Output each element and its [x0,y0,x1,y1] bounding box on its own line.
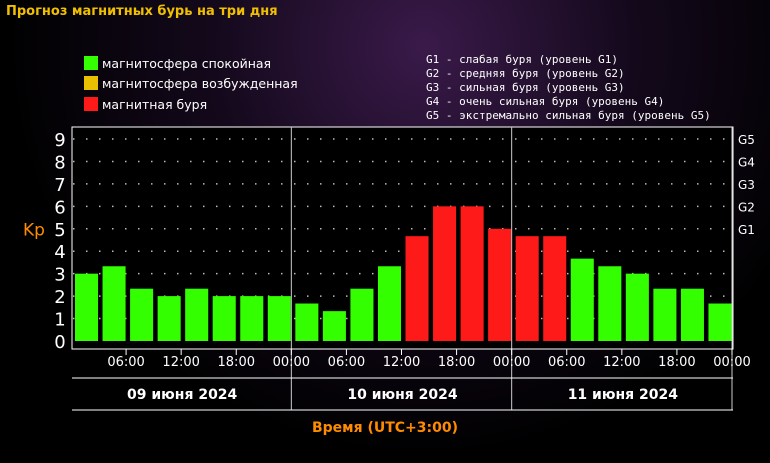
bar [295,303,319,341]
day-label: 09 июня 2024 [127,387,238,403]
legend-unsettled-swatch [84,76,98,90]
time-tick-label: 12:00 [162,355,199,370]
bar [130,288,154,341]
time-tick-label: 06:00 [328,355,365,370]
bar [433,206,457,341]
time-tick-label: 18:00 [658,355,695,370]
time-tick-label: 00:00 [273,355,310,370]
time-tick-label: 18:00 [218,355,255,370]
bar [570,258,594,341]
bar [185,288,209,341]
bar [267,296,291,341]
y-tick-label: 5 [54,220,65,241]
g-tick-label: G3 [738,178,755,192]
bar [350,288,374,341]
time-tick-label: 00:00 [493,355,530,370]
time-tick-label: 12:00 [603,355,640,370]
bar [653,288,677,341]
legend-unsettled-label: магнитосфера возбужденная [102,75,298,91]
bar [157,296,181,341]
bar [212,296,236,341]
g-tick-label: G1 [738,223,755,237]
y-tick-label: 9 [54,130,65,151]
legend-storm-label: магнитная буря [102,96,208,112]
y-axis-label: Kp [23,221,45,241]
x-axis-label: Время (UTC+3:00) [311,420,459,436]
plot-area [71,126,734,350]
g-tick-label: G4 [738,155,755,169]
gscale-g1: G1 - слабая буря (уровень G1) [426,53,619,66]
bar [625,273,649,341]
bar [708,303,732,341]
gscale-g3: G3 - сильная буря (уровень G3) [426,81,625,94]
g-tick-label: G5 [738,133,755,147]
g-tick-label: G2 [738,200,755,214]
bar [240,296,264,341]
bar [680,288,704,341]
legend-storm: магнитная буря [84,96,207,112]
y-tick-label: 7 [54,175,65,196]
day-label: 11 июня 2024 [568,387,679,403]
time-tick-label: 18:00 [438,355,475,370]
bar [515,236,539,341]
bar [543,236,567,341]
chart-title: Прогноз магнитных бурь на три дня [6,4,278,19]
legend-storm-swatch [84,97,98,111]
time-tick-label: 12:00 [383,355,420,370]
y-tick-label: 1 [54,310,65,331]
y-tick-label: 6 [54,197,65,218]
bar [488,228,512,341]
gscale-g4: G4 - очень сильная буря (уровень G4) [426,95,665,108]
legend-quiet-swatch [84,56,98,70]
y-tick-label: 8 [54,152,65,173]
legend-unsettled: магнитосфера возбужденная [84,75,298,91]
gscale-g2: G2 - средняя буря (уровень G2) [426,67,625,80]
legend-quiet-label: магнитосфера спокойная [102,55,272,71]
y-tick-label: 0 [54,332,65,353]
y-tick-label: 3 [54,265,65,286]
bar [75,273,99,341]
bar [102,266,126,341]
y-tick-label: 4 [54,242,65,263]
day-label: 10 июня 2024 [347,387,458,403]
bar [460,206,484,341]
bar [377,266,401,341]
time-tick-label: 06:00 [548,355,585,370]
time-tick-label: 00:00 [713,355,750,370]
legend-quiet: магнитосфера спокойная [84,55,271,71]
y-tick-label: 2 [54,287,65,308]
gscale-g5: G5 - экстремально сильная буря (уровень … [426,109,711,122]
bar [405,236,429,341]
bar [322,311,346,341]
bar [598,266,622,341]
time-tick-label: 06:00 [107,355,144,370]
